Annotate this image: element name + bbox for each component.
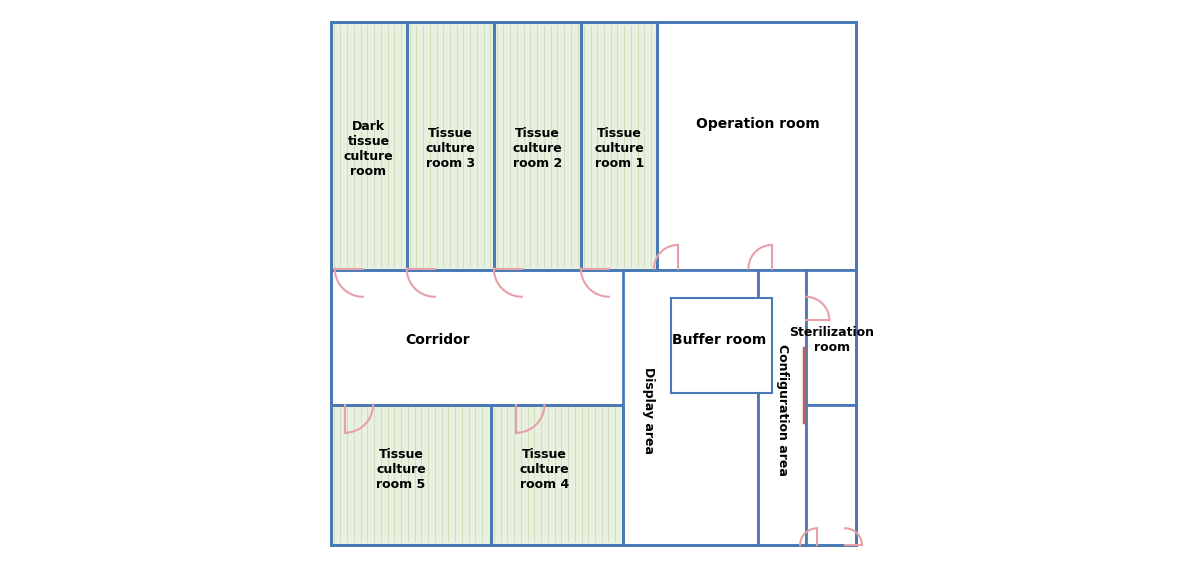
- Text: Buffer room: Buffer room: [671, 333, 766, 347]
- Bar: [407, 22, 494, 270]
- Bar: [659, 225, 853, 267]
- Text: Configuration area: Configuration area: [776, 345, 789, 476]
- Text: Tissue
culture
room 5: Tissue culture room 5: [376, 448, 426, 491]
- Text: Operation room: Operation room: [696, 117, 820, 130]
- Bar: [637, 497, 694, 537]
- Bar: [331, 22, 407, 270]
- Bar: [657, 270, 789, 405]
- Bar: [581, 22, 657, 270]
- Bar: [758, 270, 806, 545]
- Bar: [494, 22, 581, 270]
- Bar: [637, 377, 727, 478]
- Bar: [657, 22, 857, 270]
- Text: Sterilization
room: Sterilization room: [789, 326, 875, 354]
- Bar: [659, 28, 853, 65]
- Text: Dark
tissue
culture
room: Dark tissue culture room: [344, 120, 394, 178]
- Text: Display area: Display area: [641, 367, 655, 454]
- Bar: [331, 270, 657, 405]
- Bar: [491, 405, 624, 545]
- Text: Tissue
culture
room 2: Tissue culture room 2: [513, 128, 563, 170]
- Bar: [494, 22, 581, 270]
- Bar: [806, 270, 857, 405]
- Text: Corridor: Corridor: [406, 333, 470, 347]
- Bar: [331, 405, 491, 545]
- Bar: [407, 22, 494, 270]
- Bar: [491, 405, 624, 545]
- Bar: [331, 22, 407, 270]
- Bar: [806, 405, 857, 545]
- Bar: [581, 22, 657, 270]
- Bar: [671, 298, 772, 393]
- Bar: [331, 405, 491, 545]
- Text: Tissue
culture
room 4: Tissue culture room 4: [520, 448, 569, 491]
- Bar: [624, 270, 758, 545]
- Text: Tissue
culture
room 1: Tissue culture room 1: [594, 128, 644, 170]
- Text: Tissue
culture
room 3: Tissue culture room 3: [426, 128, 476, 170]
